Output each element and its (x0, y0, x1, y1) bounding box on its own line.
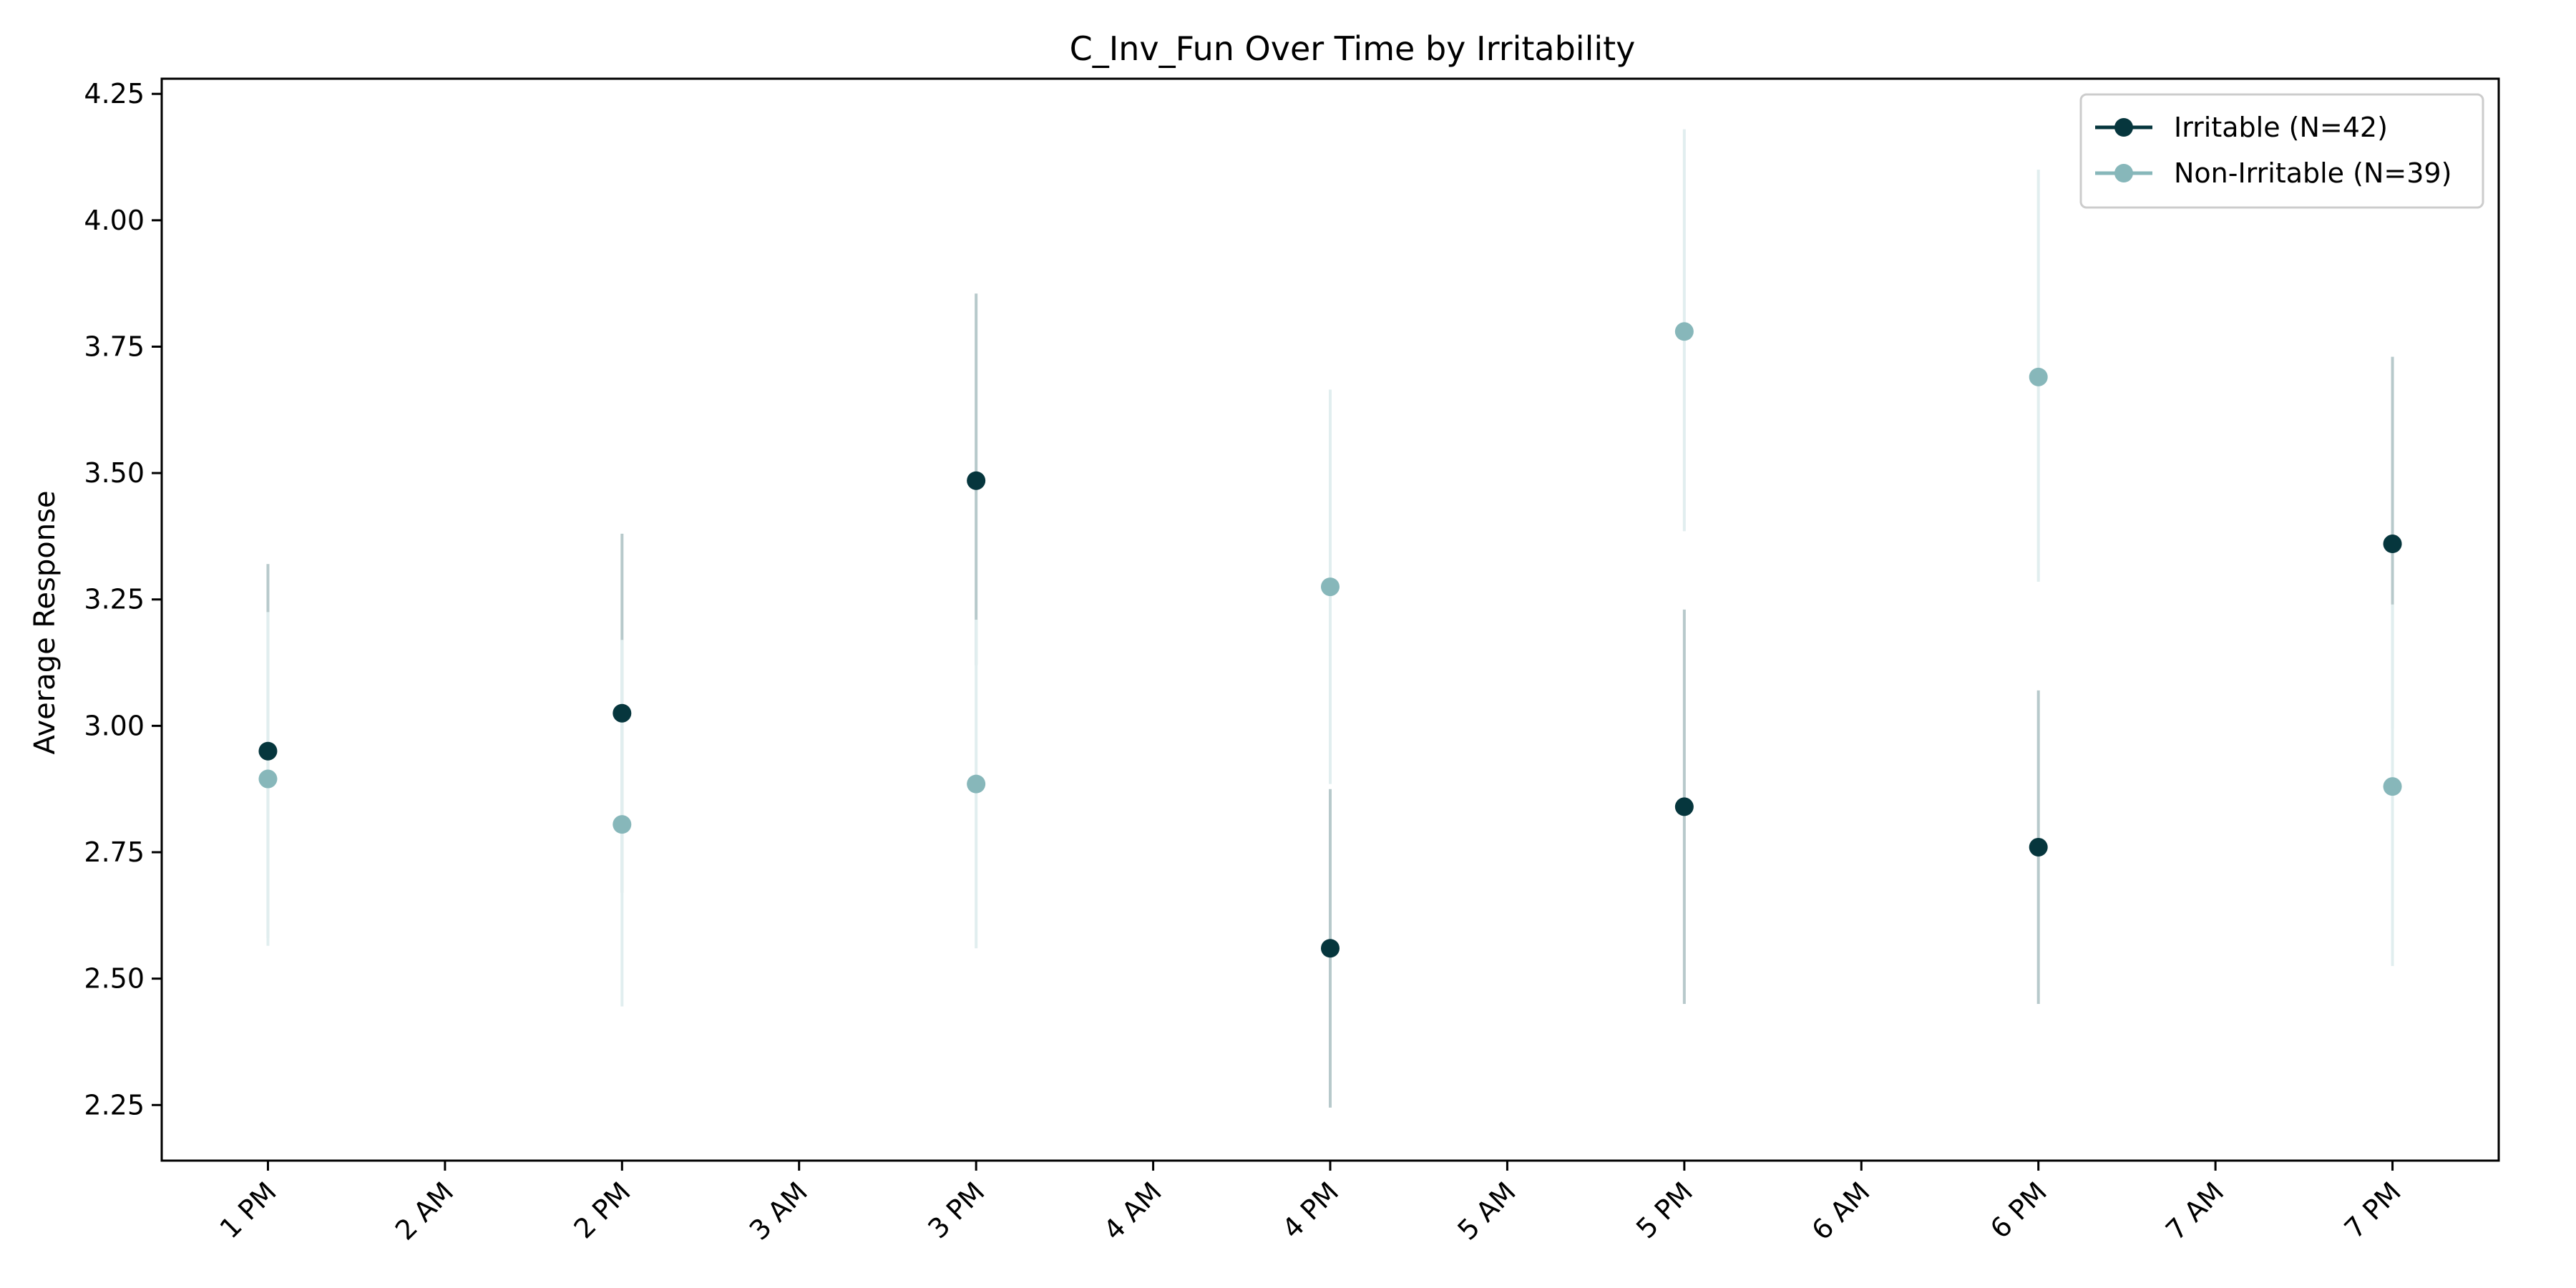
legend: Irritable (N=42) Non-Irritable (N=39) (2079, 93, 2484, 209)
legend-marker-series-2 (2114, 164, 2133, 182)
data-point-series-2 (2383, 777, 2402, 796)
legend-box (2079, 93, 2484, 209)
y-tick-label: 4.25 (84, 78, 145, 109)
data-point-series-1 (2029, 837, 2048, 857)
data-point-series-1 (967, 471, 986, 490)
y-tick-label: 2.50 (84, 963, 145, 995)
y-tick-label: 2.75 (84, 836, 145, 868)
data-point-series-1 (613, 703, 632, 723)
data-point-series-2 (613, 815, 632, 834)
legend-label-series-2: Non-Irritable (N=39) (2174, 157, 2451, 189)
y-tick-label: 3.00 (84, 710, 145, 741)
data-point-series-1 (1674, 797, 1694, 816)
y-axis-ticks: 2.25 2.50 2.75 3.00 3.25 3.50 3.75 4.00 4.25 (84, 78, 162, 1121)
y-tick-label: 2.25 (84, 1089, 145, 1121)
y-tick-label: 3.25 (84, 584, 145, 615)
y-tick-label: 4.00 (84, 205, 145, 236)
data-point-series-1 (2383, 535, 2402, 554)
data-point-series-2 (2029, 367, 2048, 386)
data-point-series-2 (1321, 577, 1340, 597)
chart-title: C_Inv_Fun Over Time by Irritability (1070, 29, 1636, 68)
data-point-series-2 (258, 769, 278, 789)
legend-marker-series-1 (2114, 118, 2133, 137)
legend-label-series-1: Irritable (N=42) (2174, 112, 2388, 143)
y-tick-label: 3.75 (84, 331, 145, 362)
y-tick-label: 3.50 (84, 457, 145, 489)
data-point-series-2 (1674, 322, 1694, 341)
y-axis-label: Average Response (29, 490, 62, 754)
point-layer (258, 322, 2402, 958)
data-point-series-2 (967, 774, 986, 794)
data-point-series-1 (258, 741, 278, 761)
data-point-series-1 (1321, 939, 1340, 958)
